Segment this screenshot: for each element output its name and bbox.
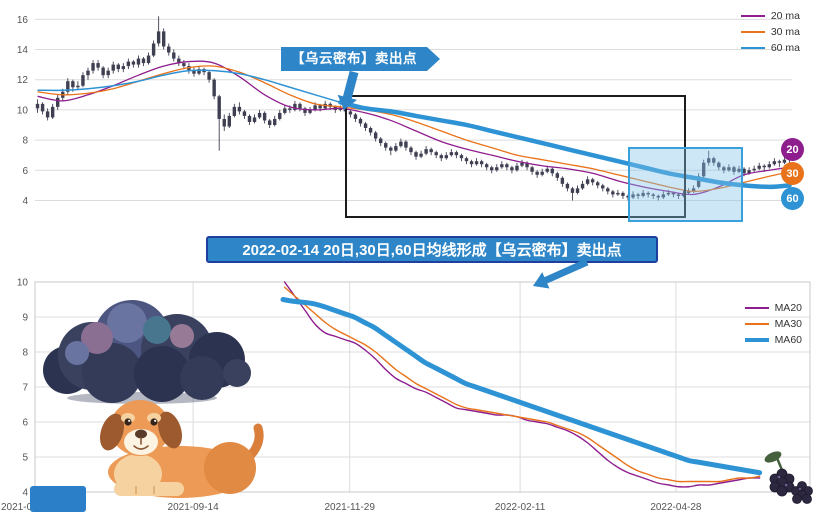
ma30-badge: 30: [781, 162, 804, 185]
ma20-line-swatch: [744, 307, 769, 309]
svg-text:2021-09-14: 2021-09-14: [168, 502, 220, 513]
dog-illustration: [100, 400, 264, 498]
svg-text:5: 5: [22, 453, 28, 464]
svg-text:2022-02-11: 2022-02-11: [495, 502, 546, 513]
legend-item-30ma: 30 ma: [740, 26, 800, 38]
ma30-legend-label: MA30: [774, 318, 802, 330]
ma30-line-swatch: [744, 323, 769, 325]
svg-text:4: 4: [22, 488, 28, 499]
ma30-legend-label: 30 ma: [770, 26, 800, 38]
svg-text:10: 10: [17, 278, 29, 289]
candlestick-chart: 4 6 8 10 12 14 16: [17, 15, 792, 207]
blackberries-illustration: [764, 451, 813, 504]
bottom-chart-legend: MA20 MA30 MA60: [744, 302, 802, 346]
ma60-line-swatch: [740, 47, 765, 49]
decline-region-box: [345, 95, 686, 218]
ma30-line-swatch: [740, 31, 765, 33]
svg-text:14: 14: [17, 45, 29, 56]
ma20-line-swatch: [740, 15, 765, 17]
svg-text:2022-04-28: 2022-04-28: [650, 502, 702, 513]
svg-text:8: 8: [22, 348, 28, 359]
ma60-legend-label: MA60: [774, 334, 802, 346]
svg-text:6: 6: [22, 166, 28, 177]
svg-text:16: 16: [17, 15, 29, 26]
ma20-badge: 20: [781, 138, 804, 161]
sell-point-callout: 【乌云密布】卖出点: [281, 47, 440, 71]
ma60-legend-label: 60 ma: [770, 42, 800, 54]
svg-text:10: 10: [17, 105, 29, 116]
legend-item-ma20: MA20: [744, 302, 802, 314]
svg-text:6: 6: [22, 418, 28, 429]
down-arrow-icon: [337, 70, 359, 110]
svg-text:12: 12: [17, 75, 29, 86]
ma20-legend-label: 20 ma: [770, 10, 800, 22]
svg-text:4: 4: [22, 196, 28, 207]
ma-cross-highlight-box: [628, 147, 743, 222]
legend-item-ma60: MA60: [744, 334, 802, 346]
top-chart-legend: 20 ma 30 ma 60 ma: [740, 10, 800, 54]
summary-callout-text: 2022-02-14 20日,30日,60日均线形成【乌云密布】卖出点: [242, 242, 622, 259]
svg-text:2021-07-06: 2021-07-06: [1, 502, 53, 513]
legend-item-ma30: MA30: [744, 318, 802, 330]
storm-cloud-illustration: [43, 300, 251, 404]
svg-text:7: 7: [22, 383, 28, 394]
ma20-legend-label: MA20: [774, 302, 802, 314]
legend-item-60ma: 60 ma: [740, 42, 800, 54]
down-left-arrow-icon: [533, 258, 589, 289]
ma60-line-swatch: [744, 338, 769, 342]
summary-callout: 2022-02-14 20日,30日,60日均线形成【乌云密布】卖出点: [206, 236, 658, 263]
ma60-badge: 60: [781, 187, 804, 210]
svg-text:8: 8: [22, 136, 28, 147]
blue-block-decoration: [30, 486, 86, 512]
legend-item-20ma: 20 ma: [740, 10, 800, 22]
svg-text:9: 9: [22, 313, 28, 324]
sell-point-callout-text: 【乌云密布】卖出点: [291, 51, 417, 66]
svg-text:2021-11-29: 2021-11-29: [324, 502, 375, 513]
